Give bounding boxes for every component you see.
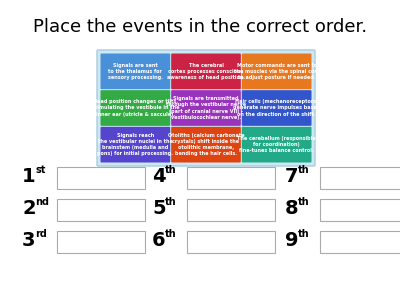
FancyBboxPatch shape xyxy=(57,199,145,221)
Text: The cerebral
cortex processes conscious
awareness of head position.: The cerebral cortex processes conscious … xyxy=(167,63,245,80)
Text: 4: 4 xyxy=(152,167,166,185)
FancyBboxPatch shape xyxy=(242,127,312,163)
FancyBboxPatch shape xyxy=(320,167,400,189)
FancyBboxPatch shape xyxy=(100,90,170,126)
FancyBboxPatch shape xyxy=(100,53,170,89)
Text: 6: 6 xyxy=(152,230,166,250)
Text: 5: 5 xyxy=(152,199,166,218)
FancyBboxPatch shape xyxy=(97,50,315,166)
FancyBboxPatch shape xyxy=(171,127,241,163)
Text: 1: 1 xyxy=(22,167,36,185)
Text: th: th xyxy=(165,165,177,175)
Text: 7: 7 xyxy=(285,167,298,185)
Text: Signals are transmitted
through the vestibular nerve
(part of cranial nerve VIII: Signals are transmitted through the vest… xyxy=(166,96,246,120)
Text: nd: nd xyxy=(35,197,49,207)
Text: 9: 9 xyxy=(285,230,298,250)
Text: th: th xyxy=(298,229,310,239)
Text: th: th xyxy=(298,165,310,175)
Text: Place the events in the correct order.: Place the events in the correct order. xyxy=(33,18,367,36)
Text: th: th xyxy=(165,197,177,207)
FancyBboxPatch shape xyxy=(320,199,400,221)
FancyBboxPatch shape xyxy=(320,231,400,253)
Text: 3: 3 xyxy=(22,230,36,250)
Text: Motor commands are sent to
the muscles via the spinal cord
to adjust posture if : Motor commands are sent to the muscles v… xyxy=(234,63,320,80)
Text: The cerebellum (responsible
for coordination)
fine-tunes balance control.: The cerebellum (responsible for coordina… xyxy=(237,136,316,153)
Text: Signals reach
the vestibular nuclei in the
brainstem (medulla and
pons) for init: Signals reach the vestibular nuclei in t… xyxy=(97,133,173,157)
Text: Hair cells (mechanoreceptors)
generate nerve impulses based
on the direction of : Hair cells (mechanoreceptors) generate n… xyxy=(233,99,320,117)
FancyBboxPatch shape xyxy=(171,53,241,89)
FancyBboxPatch shape xyxy=(187,231,275,253)
FancyBboxPatch shape xyxy=(171,90,241,126)
Text: Head position changes or tilts,
stimulating the vestibule in the
inner ear (utri: Head position changes or tilts, stimulat… xyxy=(92,99,179,117)
FancyBboxPatch shape xyxy=(100,127,170,163)
FancyBboxPatch shape xyxy=(242,53,312,89)
FancyBboxPatch shape xyxy=(187,167,275,189)
Text: th: th xyxy=(298,197,310,207)
Text: th: th xyxy=(165,229,177,239)
Text: Signals are sent
to the thalamus for
sensory processing.: Signals are sent to the thalamus for sen… xyxy=(108,63,163,80)
Text: 8: 8 xyxy=(285,199,299,218)
FancyBboxPatch shape xyxy=(57,231,145,253)
FancyBboxPatch shape xyxy=(187,199,275,221)
Text: rd: rd xyxy=(35,229,47,239)
Text: Otoliths (calcium carbonate
crystals) shift inside the
otolithic membrane,
bendi: Otoliths (calcium carbonate crystals) sh… xyxy=(168,133,244,157)
FancyBboxPatch shape xyxy=(57,167,145,189)
Text: 2: 2 xyxy=(22,199,36,218)
FancyBboxPatch shape xyxy=(242,90,312,126)
Text: st: st xyxy=(35,165,45,175)
